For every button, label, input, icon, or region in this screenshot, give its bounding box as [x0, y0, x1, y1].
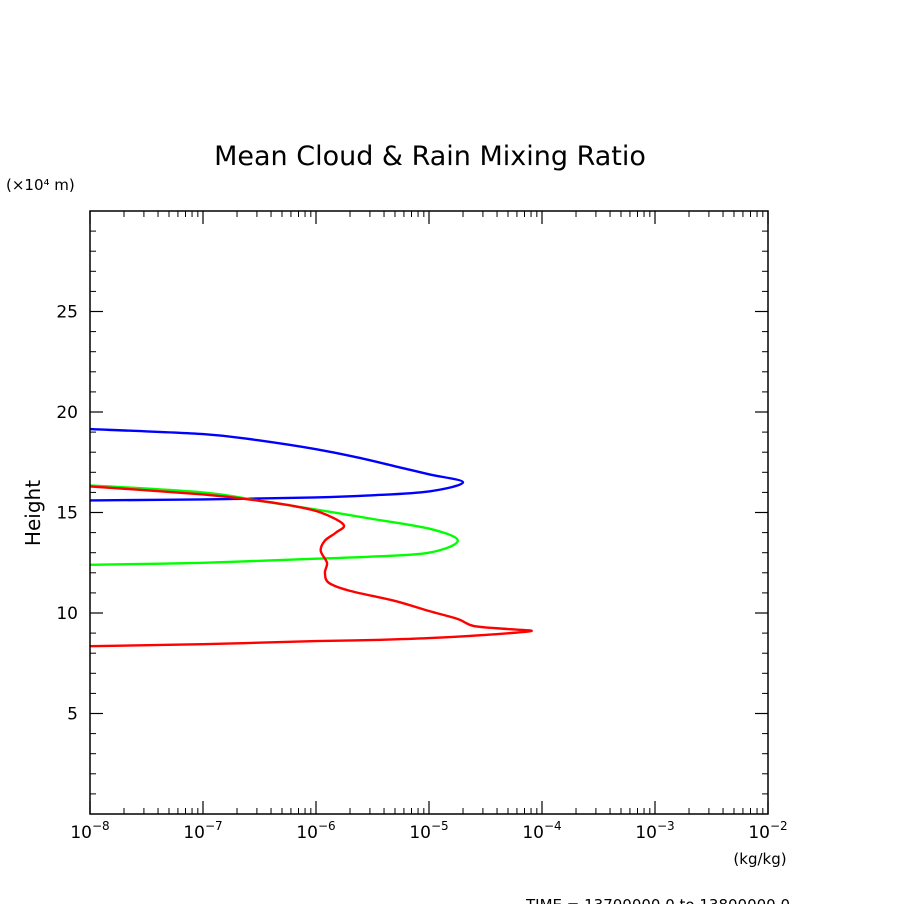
series-line — [89, 485, 533, 648]
y-tick-label: 5 — [67, 705, 78, 725]
footer-time: TIME = 13700000.0 to 13800000.0 — [525, 896, 790, 904]
y-tick-labels: 5 10 15 20 25 — [56, 303, 78, 725]
x-tick-labels: 10−8 10−7 10−6 10−5 10−4 10−3 10−2 — [70, 819, 787, 843]
y-unit: (×10⁴ m) — [6, 176, 75, 194]
x-unit: (kg/kg) — [733, 850, 786, 868]
plot-frame — [89, 210, 769, 815]
curves — [89, 427, 533, 648]
y-axis-label: Height — [21, 480, 45, 546]
axis-ticks — [89, 211, 769, 814]
x-tick-label: 10−3 — [635, 819, 674, 843]
chart-title: Mean Cloud & Rain Mixing Ratio — [214, 141, 646, 172]
x-tick-label: 10−8 — [70, 819, 109, 843]
x-tick-label: 10−7 — [183, 819, 222, 843]
y-tick-label: 10 — [56, 604, 78, 624]
x-tick-label: 10−6 — [296, 819, 335, 843]
x-tick-label: 10−2 — [748, 819, 787, 843]
y-tick-label: 25 — [56, 303, 78, 323]
y-tick-label: 15 — [56, 504, 78, 524]
x-tick-label: 10−5 — [409, 819, 448, 843]
y-tick-label: 20 — [56, 403, 78, 423]
x-tick-label: 10−4 — [522, 819, 561, 843]
series-line — [89, 427, 465, 502]
